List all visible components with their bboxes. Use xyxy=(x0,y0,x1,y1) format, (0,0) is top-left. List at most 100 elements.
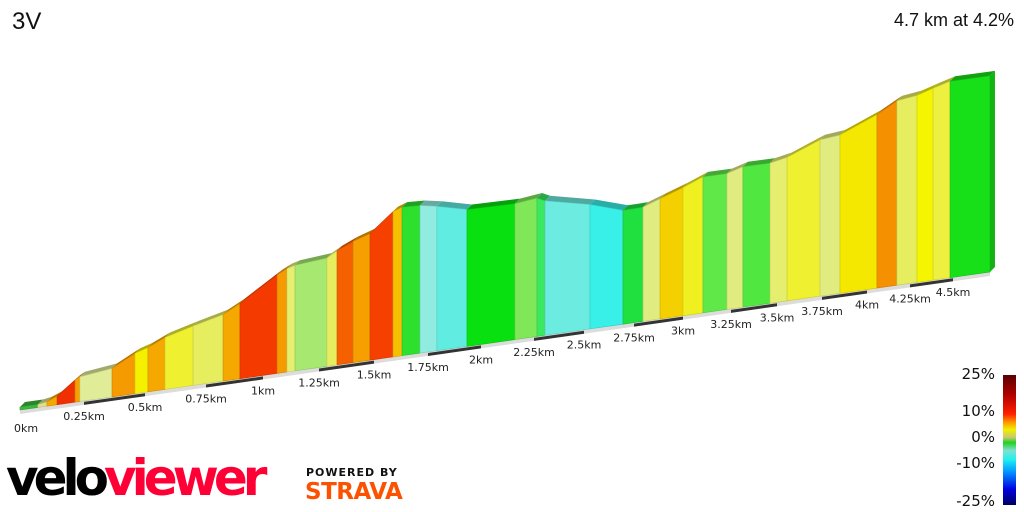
profile-segment xyxy=(401,205,421,356)
segment-top-face xyxy=(420,200,442,207)
base-km-marker xyxy=(534,330,584,341)
segment-top-face xyxy=(683,171,708,188)
strava-logo[interactable]: STRAVA xyxy=(305,479,403,505)
base-km-marker xyxy=(428,345,481,356)
profile-segment xyxy=(466,203,516,347)
base-km-marker xyxy=(822,290,867,300)
segment-top-face xyxy=(37,396,52,405)
profile-segment xyxy=(294,257,328,372)
x-tick-label: 1.5km xyxy=(357,369,392,382)
legend-label-25: 25% xyxy=(961,365,995,383)
profile-segment xyxy=(839,114,878,294)
x-tick-label: 0.75km xyxy=(185,393,227,406)
profile-segment xyxy=(369,210,394,361)
segment-top-face xyxy=(79,363,118,377)
route-title: 3V xyxy=(12,8,42,35)
profile-segment xyxy=(336,241,354,366)
profile-segment xyxy=(896,95,918,286)
segment-top-face xyxy=(820,130,845,140)
segment-top-face xyxy=(742,158,776,167)
legend-label-minus25: -25% xyxy=(956,492,995,510)
segment-top-face xyxy=(436,201,473,210)
profile-end-face xyxy=(989,70,995,272)
profile-segment xyxy=(769,156,788,304)
segment-top-face xyxy=(514,193,542,204)
profile-segment xyxy=(74,376,81,403)
segment-top-face xyxy=(223,298,245,315)
profile-segment xyxy=(544,200,591,336)
x-tick-label: 2.5km xyxy=(567,339,602,352)
base-km-marker xyxy=(910,278,953,288)
profile-segment xyxy=(536,197,546,337)
profile-segment xyxy=(949,75,991,278)
segment-top-face xyxy=(353,228,376,242)
x-tick-label: 2.25km xyxy=(513,346,555,359)
segment-top-face xyxy=(702,168,732,177)
profile-segment xyxy=(392,206,403,358)
x-tick-label: 0.25km xyxy=(63,410,105,423)
segment-top-face xyxy=(277,263,292,275)
segment-top-face xyxy=(134,342,153,354)
profile-segment xyxy=(164,325,194,390)
segment-top-face xyxy=(623,202,649,211)
segment-top-face xyxy=(590,199,628,211)
x-tick-label: 2.75km xyxy=(613,332,655,345)
profile-segment xyxy=(682,176,704,317)
profile-segment xyxy=(222,302,241,382)
x-tick-label: 1km xyxy=(251,384,275,397)
x-tick-label: 1.75km xyxy=(407,361,449,374)
x-tick-label: 4km xyxy=(855,298,879,311)
profile-segment xyxy=(134,347,149,394)
segment-top-face xyxy=(896,90,923,101)
powered-by-label: POWERED BY xyxy=(306,466,398,479)
base-km-marker xyxy=(206,376,263,388)
segment-top-face xyxy=(876,95,902,115)
x-tick-label: 2km xyxy=(469,353,493,366)
profile-segment xyxy=(419,205,438,354)
profile-segment xyxy=(276,268,288,374)
segment-top-face xyxy=(286,260,301,269)
segment-top-face xyxy=(770,152,793,164)
profile-segment xyxy=(876,100,898,289)
segment-top-face xyxy=(787,134,826,158)
segment-top-face xyxy=(20,399,43,407)
profile-segment xyxy=(659,187,684,320)
profile-segment xyxy=(702,173,728,314)
gradient-color-scale xyxy=(1003,375,1016,505)
profile-segment xyxy=(622,206,644,325)
base-km-marker xyxy=(731,303,777,313)
veloviewer-logo[interactable]: veloviewer xyxy=(6,448,267,508)
segment-top-face xyxy=(467,198,520,210)
segment-top-face xyxy=(193,309,229,327)
segment-top-face xyxy=(840,109,882,136)
profile-segment xyxy=(239,274,278,380)
segment-top-face xyxy=(545,195,595,205)
legend-label-0: 0% xyxy=(971,428,995,446)
x-tick-label: 0km xyxy=(14,422,38,435)
x-tick-label: 3.5km xyxy=(760,311,795,324)
x-tick-label: 0.5km xyxy=(128,401,163,414)
profile-segment xyxy=(932,80,951,281)
x-tick-label: 3.75km xyxy=(801,305,843,318)
segment-top-face xyxy=(337,236,359,251)
segment-top-face xyxy=(393,202,408,212)
x-tick-label: 1.25km xyxy=(298,376,340,389)
logo-viewer: viewer xyxy=(104,449,267,507)
profile-segment xyxy=(742,162,771,308)
logo-velo: velo xyxy=(6,449,109,507)
x-tick-label: 3.25km xyxy=(710,318,752,331)
profile-segment xyxy=(352,233,371,363)
profile-segment xyxy=(56,379,76,406)
profile-segment xyxy=(326,250,338,367)
segment-top-face xyxy=(147,332,171,348)
base-km-marker xyxy=(84,393,145,405)
profile-segment xyxy=(786,139,821,302)
x-tick-label: 4.25km xyxy=(889,292,931,305)
segment-top-face xyxy=(726,161,748,174)
segment-top-face xyxy=(295,253,332,266)
segment-top-face xyxy=(933,76,956,89)
profile-segment xyxy=(819,134,841,297)
segment-top-face xyxy=(950,70,995,82)
base-km-marker xyxy=(634,316,683,327)
